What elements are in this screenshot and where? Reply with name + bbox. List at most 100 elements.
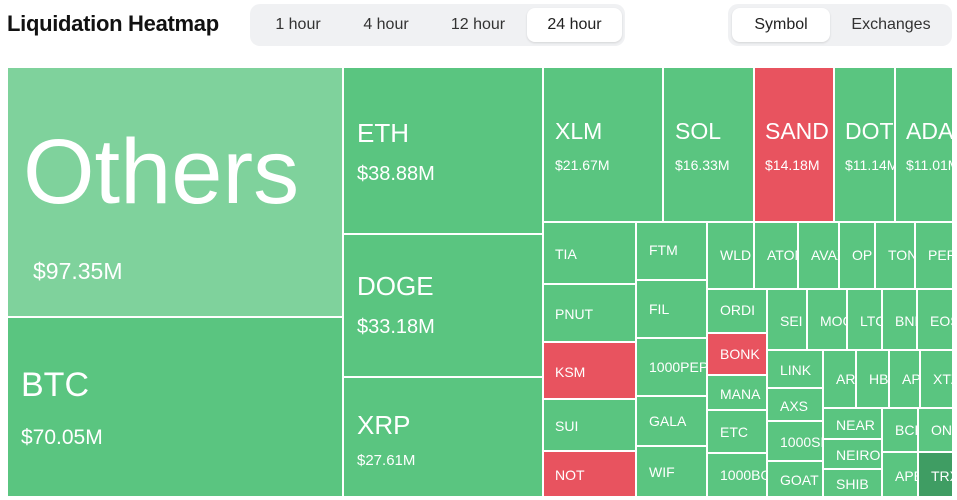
tile-symbol: ADA [906,118,953,144]
tile-symbol: GOAT [780,472,819,488]
tile-not[interactable]: NOT [543,451,636,497]
tile-link[interactable]: LINK [767,350,823,388]
tile-symbol: APE [895,468,917,484]
tile-symbol: SEI [780,313,803,329]
tile-wif[interactable]: WIF [636,446,707,497]
tile-symbol: DOGE [357,271,434,301]
tile-symbol: MOG [820,313,846,329]
tile-apt[interactable]: APT [889,350,920,408]
page-title: Liquidation Heatmap [7,11,219,36]
tile-ltc[interactable]: LTC [847,289,882,350]
tile-symbol: BTC [21,366,89,404]
tile-gala[interactable]: GALA [636,396,707,446]
tile-wld[interactable]: WLD [707,222,754,289]
tile-value: $70.05M [21,426,103,449]
time-range-4h-button[interactable]: 4 hour [363,16,409,33]
tile-symbol: SUI [555,418,579,434]
tile-symbol: 1000SHIB [780,434,822,450]
tile-btc[interactable]: BTC $70.05M [7,317,343,497]
tile-doge[interactable]: DOGE $33.18M [343,234,543,377]
tile-mog[interactable]: MOG [807,289,847,350]
tile-arb[interactable]: ARB [823,350,856,408]
tile-value: $11.14M [845,157,895,173]
tile-symbol: ARB [836,371,856,387]
tile-bnb[interactable]: BNB [882,289,917,350]
tile-symbol: WIF [649,464,675,480]
tile-symbol: AXS [780,398,809,414]
tile-tia[interactable]: TIA [543,222,636,284]
tile-op[interactable]: OP [839,222,875,289]
tile-bch[interactable]: BCH [882,408,918,452]
tile-value: $16.33M [675,157,730,173]
tile-hbar[interactable]: HBAR [856,350,889,408]
tile-symbol: PNUT [555,306,594,322]
tile-shib[interactable]: SHIB [823,469,882,497]
tile-fil[interactable]: FIL [636,280,707,338]
tile-etc[interactable]: ETC [707,410,767,453]
tile-symbol: NEAR [836,417,875,433]
tile-xlm[interactable]: XLM $21.67M [543,67,663,222]
tile-eos[interactable]: EOS [917,289,953,350]
tile-others[interactable]: Others $97.35M [7,67,343,317]
tile-symbol: AVAX [811,247,838,263]
tile-symbol: ETH [357,118,409,148]
tile-bonk[interactable]: BONK [707,333,767,375]
tile-symbol: NEIRO [836,447,881,463]
tile-pnut[interactable]: PNUT [543,284,636,342]
tile-sand[interactable]: SAND $14.18M [754,67,834,222]
view-selector: Symbol Exchanges [728,4,952,46]
tile-symbol: MANA [720,386,761,402]
tile-ada[interactable]: ADA $11.01M [895,67,953,222]
tile-1000bonk[interactable]: 1000BONK [707,453,767,497]
tile-mana[interactable]: MANA [707,375,767,410]
tile-symbol: 1000BONK [720,467,766,483]
tile-symbol: ORDI [720,302,755,318]
tile-value: $11.01M [906,157,952,173]
tile-ton[interactable]: TON [875,222,915,289]
tile-symbol: DOT [845,118,894,144]
tile-value: $97.35M [33,258,123,284]
tile-ftm[interactable]: FTM [636,222,707,280]
tile-symbol: FTM [649,242,678,258]
tile-dot[interactable]: DOT $11.14M [834,67,895,222]
tile-symbol: TRX [931,468,952,484]
tile-symbol: Others [23,121,300,223]
tile-xtz[interactable]: XTZ [920,350,953,408]
tile-1000shib[interactable]: 1000SHIB [767,421,823,461]
tile-symbol: XRP [357,410,411,440]
tile-symbol: APT [902,371,920,387]
tile-value: $14.18M [765,157,820,173]
tile-near[interactable]: NEAR [823,408,882,439]
time-range-1h-button[interactable]: 1 hour [275,16,321,33]
tile-ksm[interactable]: KSM [543,342,636,399]
tile-avax[interactable]: AVAX [798,222,839,289]
tile-sei[interactable]: SEI [767,289,807,350]
tile-symbol: BCH [895,422,917,438]
tile-symbol: TIA [555,246,577,262]
tile-symbol: EOS [930,313,952,329]
tile-eth[interactable]: ETH $38.88M [343,67,543,234]
tile-ordi[interactable]: ORDI [707,289,767,333]
time-range-12h-button[interactable]: 12 hour [450,16,506,33]
tile-sui[interactable]: SUI [543,399,636,451]
view-symbol-button[interactable]: Symbol [732,8,830,42]
tile-symbol: FIL [649,301,670,317]
view-exchanges-button[interactable]: Exchanges [851,16,931,33]
tile-symbol: LINK [780,362,812,378]
tile-symbol: SHIB [836,476,869,492]
tile-axs[interactable]: AXS [767,388,823,421]
tile-xrp[interactable]: XRP $27.61M [343,377,543,497]
tile-1000pepe[interactable]: 1000PEPE [636,338,707,396]
tile-ont[interactable]: ONT [918,408,953,452]
tile-trx[interactable]: TRX [918,452,953,497]
tile-symbol: XTZ [933,371,952,387]
tile-atom[interactable]: ATOM [754,222,798,289]
tile-symbol: BONK [720,346,760,362]
time-range-selector: 1 hour 4 hour 12 hour 24 hour [250,4,625,46]
tile-goat[interactable]: GOAT [767,461,823,497]
time-range-24h-button[interactable]: 24 hour [527,8,622,42]
tile-neiro[interactable]: NEIRO [823,439,882,469]
tile-sol[interactable]: SOL $16.33M [663,67,754,222]
tile-pepe[interactable]: PEPE [915,222,953,289]
tile-ape[interactable]: APE [882,452,918,497]
